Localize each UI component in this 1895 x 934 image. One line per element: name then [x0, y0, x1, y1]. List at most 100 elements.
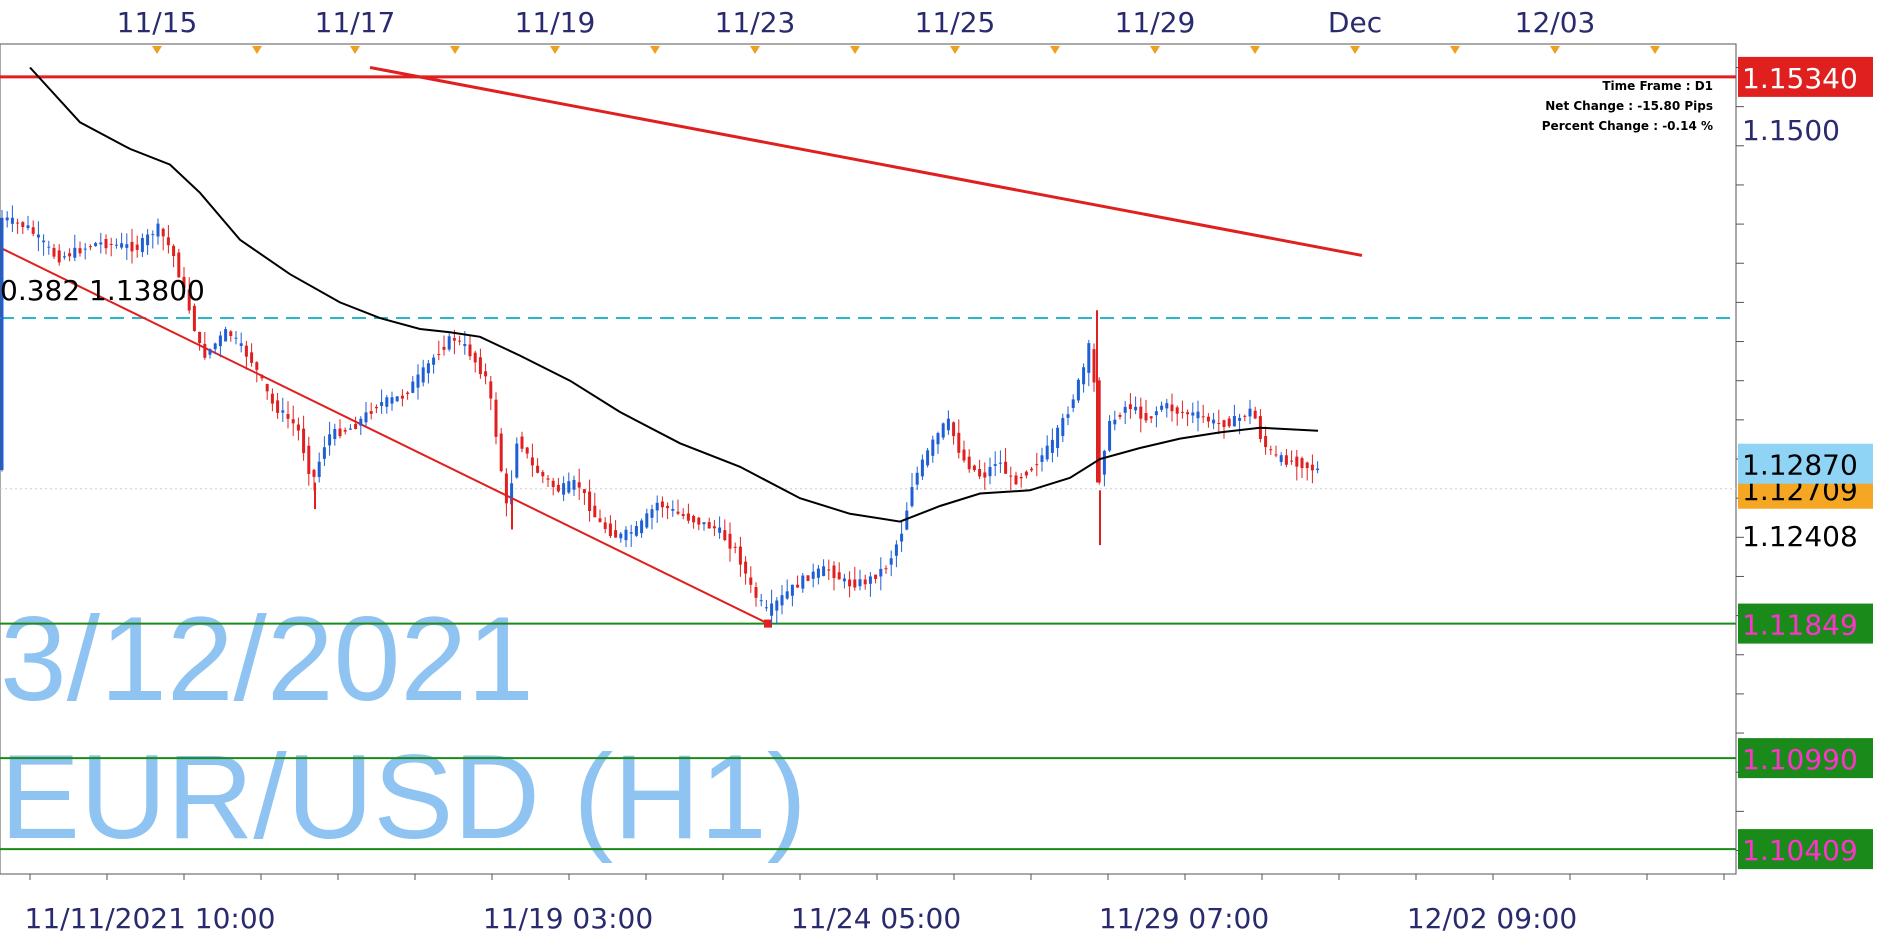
candle-body: [354, 423, 358, 429]
candle-body: [229, 331, 233, 337]
candle-body: [738, 546, 742, 565]
candle-body: [94, 243, 98, 247]
candle-body: [104, 239, 108, 249]
candle-body: [73, 247, 77, 258]
candle-body: [88, 246, 92, 248]
top-date-tick: 11/19: [515, 6, 596, 39]
candle-body: [567, 481, 571, 493]
candle-body: [265, 384, 269, 392]
price-label-support: 1.11849: [1742, 609, 1858, 642]
candle-body: [182, 276, 186, 288]
candle-body: [473, 352, 477, 363]
candle-body: [692, 515, 696, 523]
candle-body: [655, 502, 659, 511]
candle-body: [135, 244, 139, 250]
candle-body: [775, 600, 779, 611]
candle-body: [234, 337, 238, 339]
candle-body: [1097, 380, 1101, 483]
candle-body: [260, 375, 264, 379]
candle-body: [369, 411, 373, 414]
candle-body: [504, 473, 508, 504]
candle-body: [796, 584, 800, 588]
candle-body: [624, 529, 628, 541]
candle-body: [1248, 408, 1252, 417]
candle-body: [1253, 410, 1257, 419]
candle-body: [322, 447, 326, 459]
candle-body: [286, 413, 290, 419]
candle-body: [411, 381, 415, 393]
candle-body: [1087, 343, 1091, 373]
candle-body: [868, 576, 872, 584]
candle-body: [562, 483, 566, 495]
date-marker-icon: [950, 46, 960, 54]
price-label-support: 1.10990: [1742, 743, 1858, 776]
candle-body: [1071, 399, 1075, 408]
candle-body: [270, 393, 274, 404]
price-axis: 1.15001.124081.127091.128701.153401.1184…: [1736, 56, 1873, 870]
candle-body: [879, 568, 883, 577]
price-label-box-support: [1738, 829, 1873, 870]
candle-body: [5, 217, 9, 221]
candle-body: [848, 579, 852, 587]
candle-body: [406, 392, 410, 395]
candle-body: [1269, 449, 1273, 451]
candle-body: [1160, 405, 1164, 410]
candle-body: [78, 248, 82, 254]
candle-body: [764, 607, 768, 609]
candle-body: [884, 568, 888, 570]
candle-body: [1066, 414, 1070, 418]
candle-body: [733, 546, 737, 548]
price-label-box-support: [1738, 603, 1873, 644]
candle-body: [432, 357, 436, 365]
candle-body: [811, 571, 815, 579]
candle-body: [780, 595, 784, 606]
candle-body: [1154, 411, 1158, 416]
candle-body: [468, 344, 472, 357]
candle-body: [608, 523, 612, 537]
candle-body: [842, 578, 846, 582]
candle-body: [978, 468, 982, 477]
price-tick-label: 1.12408: [1742, 520, 1858, 553]
top-date-tick: 11/29: [1115, 6, 1196, 39]
fib-label: 0.382 1.13800: [0, 274, 205, 307]
candle-body: [1139, 406, 1143, 419]
candle-body: [556, 484, 560, 492]
candle-body: [42, 240, 46, 243]
candle-body: [99, 242, 103, 245]
candle-body: [192, 305, 196, 332]
candle-body: [1035, 464, 1039, 466]
candle-body: [390, 397, 394, 404]
candle-body: [967, 456, 971, 470]
candle-body: [499, 433, 503, 472]
candle-body: [551, 480, 555, 488]
candle-body: [629, 532, 633, 534]
candle-body: [16, 222, 20, 224]
candle-body: [1180, 411, 1184, 413]
candle-body: [463, 344, 467, 347]
candle-body: [785, 591, 789, 599]
candle-body: [806, 575, 810, 581]
candle-body: [707, 522, 711, 529]
date-marker-icon: [850, 46, 860, 54]
date-marker-icon: [1450, 46, 1460, 54]
candle-body: [723, 530, 727, 541]
candle-body: [515, 443, 519, 478]
candle-body: [276, 400, 280, 413]
candle-body: [1004, 461, 1008, 474]
candle-body: [416, 374, 420, 388]
candle-body: [686, 513, 690, 521]
candle-body: [109, 243, 113, 245]
candle-body: [213, 343, 217, 350]
candle-body: [801, 575, 805, 589]
candle-body: [894, 544, 898, 556]
candle-body: [697, 517, 701, 525]
candle-body: [754, 587, 758, 598]
candle-body: [1232, 415, 1236, 427]
candle-body: [1024, 471, 1028, 476]
date-marker-icon: [1150, 46, 1160, 54]
candle-body: [1149, 416, 1153, 419]
candle-body: [712, 526, 716, 529]
plot-area: [0, 43, 1737, 875]
candle-body: [255, 362, 259, 370]
